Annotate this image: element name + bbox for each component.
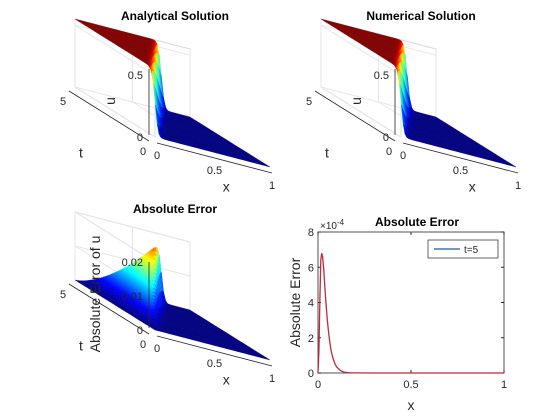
- grid-line: [320, 24, 402, 76]
- surface: [74, 18, 271, 168]
- x-tick-label: 1: [269, 180, 275, 192]
- grid: [320, 18, 517, 168]
- x-tick-label: 0.5: [207, 165, 222, 177]
- z-tick-label: 0: [137, 325, 143, 337]
- z-axis-label: u: [102, 97, 118, 105]
- z-axis-label: Absolute Error of u: [87, 236, 103, 353]
- z-axis-label: u: [348, 97, 364, 105]
- x-tick-label: 1: [515, 180, 521, 192]
- x-tick-label: 1: [501, 379, 507, 391]
- legend-label: t=5: [464, 245, 479, 256]
- z-tick-label: 0: [383, 132, 389, 144]
- y-tick-label: 5: [60, 289, 66, 301]
- y-tick-label: 0: [386, 146, 392, 158]
- y-tick-label: 0: [140, 339, 146, 351]
- x-tick-label: 0: [154, 343, 160, 355]
- z-tick-label: 0.02: [122, 257, 143, 269]
- x-tick-label: 0.5: [403, 379, 418, 391]
- surface: [320, 18, 517, 168]
- y-tick-label: 8: [308, 227, 314, 239]
- chart-title: Numerical Solution: [366, 9, 475, 23]
- x-tick-label: 0: [315, 379, 321, 391]
- z-tick-label: 0.5: [128, 70, 143, 82]
- z-tick-label: 0.01: [122, 291, 143, 303]
- surface-patch: [264, 164, 271, 168]
- grid-line: [320, 86, 402, 138]
- chart-title: Absolute Error: [375, 215, 459, 229]
- legend: t=5: [427, 239, 499, 259]
- x-tick-label: 0.5: [207, 358, 222, 370]
- y-tick-label: 0: [140, 146, 146, 158]
- grid: [74, 18, 271, 168]
- y-axis-label: t: [79, 338, 83, 354]
- grid-line: [74, 24, 156, 76]
- x-axis-line: [156, 142, 273, 174]
- axes: [68, 69, 273, 174]
- grid-line: [74, 86, 156, 138]
- x-tick-label: 0: [154, 150, 160, 162]
- y-tick-label: 5: [60, 96, 66, 108]
- z-tick-label: 0: [137, 132, 143, 144]
- exponent-label: ×10-4: [320, 218, 345, 232]
- chart-title: Absolute Error: [133, 202, 217, 216]
- x-axis-label: x: [223, 179, 230, 195]
- exponent-power: -4: [337, 218, 345, 227]
- y-tick-label: 6: [308, 262, 314, 274]
- y-tick-label: 5: [306, 96, 312, 108]
- z-tick-label: 0.5: [374, 70, 389, 82]
- x-tick-label: 1: [269, 373, 275, 385]
- t-axis-line: [68, 90, 150, 142]
- x-axis-label: x: [408, 397, 415, 413]
- x-axis-label: x: [223, 372, 230, 388]
- y-tick-label: 4: [308, 298, 314, 310]
- y-axis-label: Absolute Error: [287, 257, 303, 347]
- chart-title: Analytical Solution: [121, 9, 229, 23]
- x-axis-label: x: [469, 179, 476, 195]
- y-tick-label: 2: [308, 333, 314, 345]
- y-axis-label: t: [79, 145, 83, 161]
- exponent-base: ×10: [320, 221, 337, 232]
- line-plot: 0 0.5 1 0 2 4 6 8 ×10-4 t=5 Absolute Error x Absolut…: [287, 215, 507, 413]
- x-tick-label: 0: [400, 150, 406, 162]
- y-axis-label: t: [325, 145, 329, 161]
- x-tick-label: 0.5: [453, 165, 468, 177]
- y-tick-label: 0: [308, 368, 314, 380]
